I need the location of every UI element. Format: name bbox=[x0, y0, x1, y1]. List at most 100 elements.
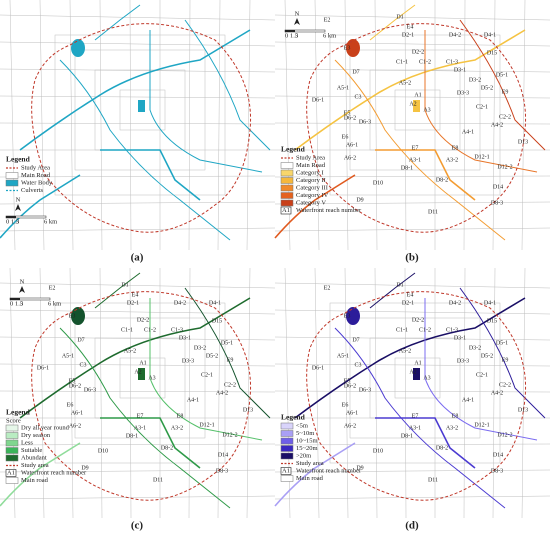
reach-label: A2 bbox=[134, 369, 141, 375]
reach-label: C2-2 bbox=[499, 114, 511, 120]
scale-label: 6 km bbox=[44, 218, 57, 225]
reach-label: D3-2 bbox=[469, 77, 481, 83]
reach-label: C3 bbox=[79, 362, 86, 368]
north-label: N bbox=[295, 10, 300, 17]
reach-label: D12-2 bbox=[497, 432, 512, 438]
reach-label: D6-2 bbox=[344, 383, 356, 389]
river bbox=[369, 4, 416, 41]
legend-label: 5~10m bbox=[296, 430, 314, 437]
reach-label: E7 bbox=[412, 145, 419, 151]
reach-label: D6-1 bbox=[37, 365, 49, 371]
reach-label: D6-3 bbox=[84, 387, 96, 393]
reach-label: D6-2 bbox=[344, 115, 356, 121]
reach-label: A3 bbox=[148, 375, 155, 381]
reach-label: D5-2 bbox=[206, 353, 218, 359]
legend-swatch bbox=[280, 184, 294, 192]
water-body bbox=[413, 100, 420, 112]
reach-label: C3 bbox=[354, 362, 361, 368]
legend-label: 10~15m bbox=[296, 437, 318, 444]
reach-label: E7 bbox=[137, 413, 144, 419]
reach-label: A2 bbox=[409, 369, 416, 375]
road bbox=[374, 267, 378, 519]
reach-label: A4-2 bbox=[491, 390, 503, 396]
river bbox=[274, 442, 356, 507]
reach-label: E2 bbox=[324, 285, 331, 291]
road bbox=[463, 0, 466, 251]
reach-label: D1 bbox=[121, 282, 128, 288]
reach-label: E4 bbox=[407, 24, 414, 30]
study-area-boundary bbox=[31, 23, 252, 233]
north-arrow bbox=[294, 18, 300, 25]
north-arrow bbox=[19, 286, 25, 293]
river bbox=[149, 298, 263, 441]
reach-label: D15 bbox=[212, 318, 222, 324]
road bbox=[39, 0, 45, 251]
road bbox=[274, 495, 550, 500]
ring-road bbox=[74, 317, 206, 439]
scale-label: 3 bbox=[295, 32, 298, 39]
legend-label: Main road bbox=[21, 477, 49, 484]
reach-label: D7 bbox=[352, 337, 359, 343]
road bbox=[274, 95, 550, 99]
road bbox=[521, 0, 526, 251]
reach-label: D4-2 bbox=[449, 32, 461, 38]
legend-swatch bbox=[280, 475, 294, 482]
reach-label: D7 bbox=[77, 337, 84, 343]
road bbox=[0, 495, 276, 500]
reach-label: C2-2 bbox=[499, 382, 511, 388]
reach-label: D13 bbox=[243, 407, 253, 413]
study-area-boundary bbox=[31, 291, 252, 501]
road bbox=[274, 469, 550, 473]
road bbox=[0, 41, 276, 47]
reach-label: D2-1 bbox=[402, 300, 414, 306]
reach-label: D6-2 bbox=[69, 383, 81, 389]
road bbox=[0, 14, 276, 21]
reach-label: C1-3 bbox=[446, 327, 458, 333]
reach-label: A5-1 bbox=[337, 353, 349, 359]
road bbox=[463, 267, 466, 519]
river bbox=[0, 174, 81, 239]
reach-label: D14 bbox=[493, 184, 503, 190]
panel-caption: (d) bbox=[405, 520, 419, 532]
road bbox=[0, 282, 276, 289]
road bbox=[188, 267, 191, 519]
reach-label: A6-1 bbox=[346, 410, 358, 416]
reach-label: D1 bbox=[396, 14, 403, 20]
reach-label: A5-2 bbox=[399, 348, 411, 354]
reach-label: C1-1 bbox=[396, 59, 408, 65]
reach-label: D13 bbox=[518, 407, 528, 413]
legend-label: Main Road bbox=[21, 172, 51, 179]
river bbox=[19, 297, 251, 419]
scale-label: 1.5 bbox=[11, 218, 19, 225]
legend-code: A1 bbox=[282, 467, 290, 474]
reach-label: A3-1 bbox=[134, 425, 146, 431]
reach-label: A3 bbox=[423, 107, 430, 113]
reach-label: C1-3 bbox=[446, 59, 458, 65]
ring-road bbox=[329, 302, 501, 464]
legend-label: Waterfront reach number bbox=[296, 467, 362, 474]
reach-label: E3 bbox=[69, 313, 76, 319]
panel-caption: (b) bbox=[405, 252, 419, 264]
road bbox=[274, 363, 550, 367]
road bbox=[274, 282, 550, 289]
legend-swatch bbox=[5, 477, 19, 484]
reach-label: D8-2 bbox=[436, 445, 448, 451]
reach-label: D2-1 bbox=[127, 300, 139, 306]
reach-label: A3-1 bbox=[409, 425, 421, 431]
reach-label: D5-1 bbox=[221, 340, 233, 346]
reach-label: D3-1 bbox=[179, 335, 191, 341]
legend-label: Category III bbox=[296, 184, 328, 191]
legend-label: Category V bbox=[296, 199, 326, 206]
reach-label: A5-1 bbox=[337, 85, 349, 91]
road bbox=[274, 122, 550, 125]
reach-label: D11 bbox=[428, 209, 438, 215]
reach-label: D9 bbox=[356, 465, 363, 471]
reach-label: E3 bbox=[344, 45, 351, 51]
river bbox=[59, 327, 231, 509]
reach-label: A1 bbox=[414, 92, 421, 98]
legend-code-box bbox=[5, 469, 17, 477]
reach-label: D8-2 bbox=[161, 445, 173, 451]
reach-label: D8-1 bbox=[401, 433, 413, 439]
road bbox=[521, 267, 526, 519]
reach-label: D4-2 bbox=[174, 300, 186, 306]
